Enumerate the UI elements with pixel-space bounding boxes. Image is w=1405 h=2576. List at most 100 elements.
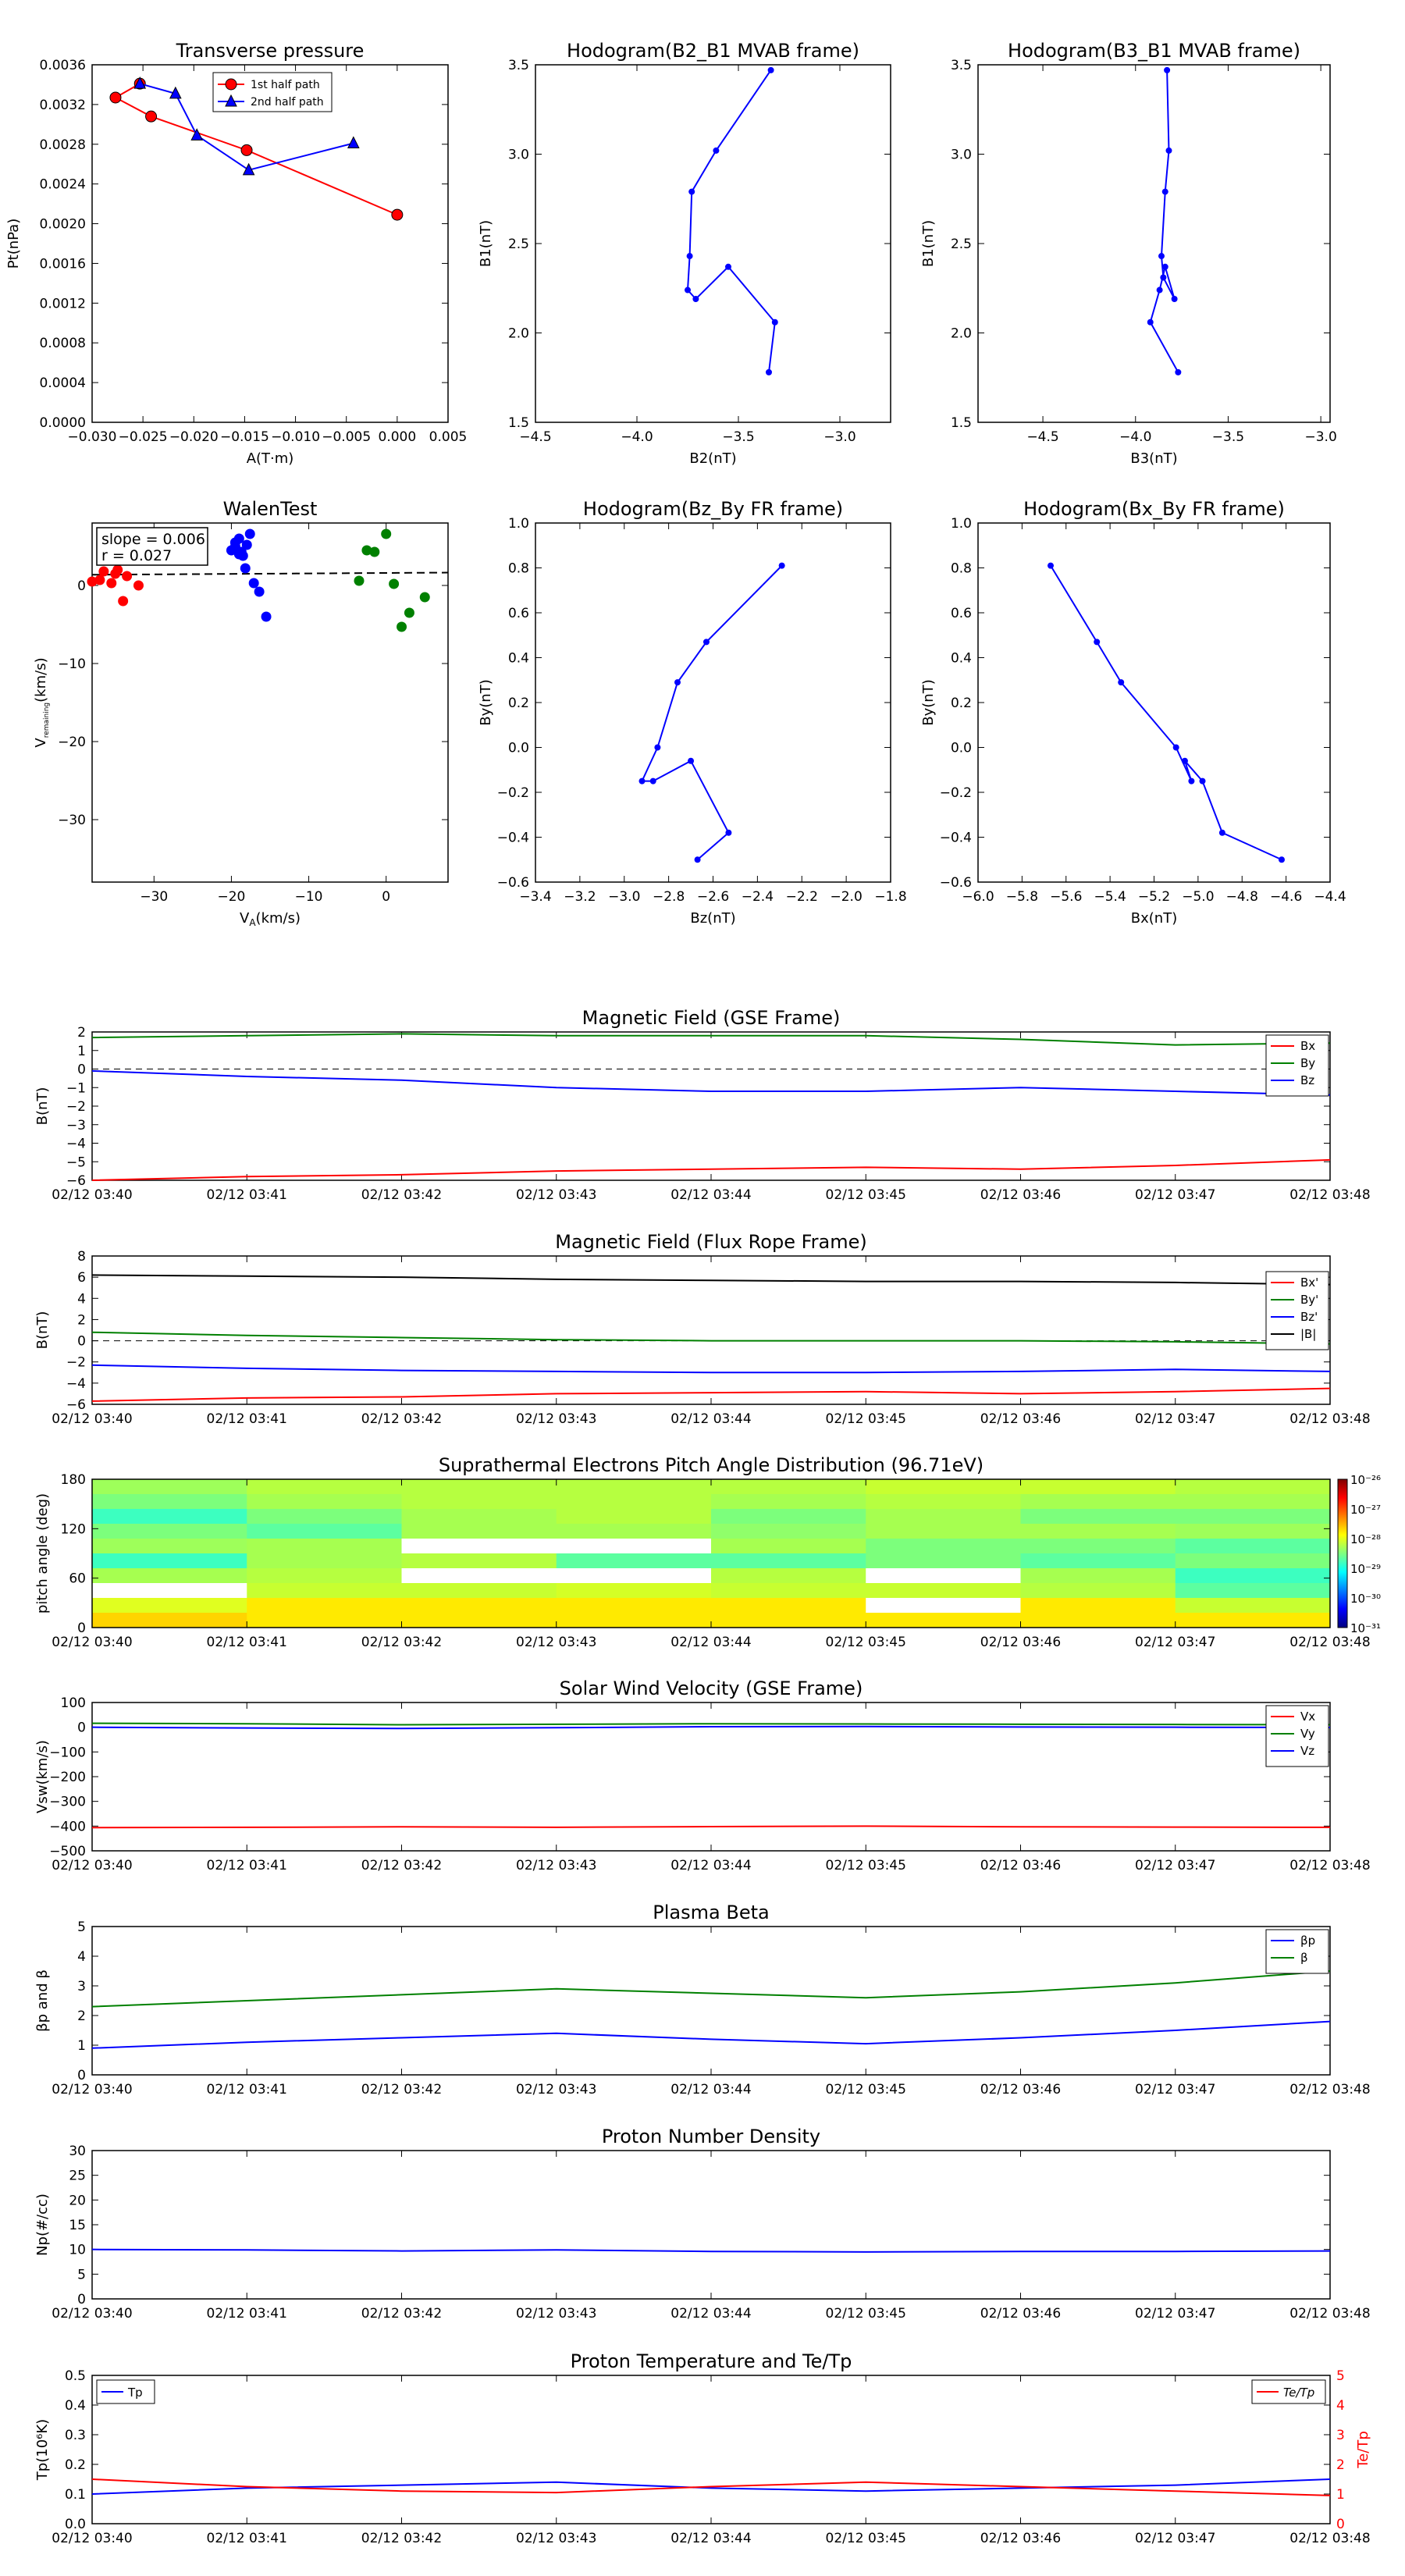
time-tick-label: 02/12 03:46 <box>980 1187 1061 1203</box>
y-axis-label: B(nT) <box>34 1311 51 1350</box>
y-tick-label: −400 <box>49 1819 86 1834</box>
y-tick-label: 15 <box>69 2218 86 2233</box>
time-tick-label: 02/12 03:45 <box>826 1187 906 1203</box>
data-point <box>694 856 701 863</box>
data-point <box>692 295 699 302</box>
heatmap-cell <box>1020 1539 1176 1554</box>
y-tick-label: 2.0 <box>951 326 972 342</box>
x-tick-label: −5.2 <box>1138 889 1170 905</box>
heatmap-cell <box>556 1583 712 1599</box>
data-point <box>1218 829 1225 836</box>
data-point <box>229 541 240 552</box>
y-tick-label: −0.4 <box>940 831 972 846</box>
y-tick-label: 5 <box>77 1920 86 1935</box>
y-tick-label: 0.0000 <box>40 415 86 431</box>
heatmap-cell <box>866 1583 1021 1599</box>
x-tick-label: −3.5 <box>722 429 754 445</box>
heatmap-cell <box>92 1613 247 1628</box>
y-tick-label: −0.2 <box>497 785 529 801</box>
heatmap-cell <box>247 1539 402 1554</box>
legend-label: Vz <box>1300 1744 1314 1758</box>
time-tick-label: 02/12 03:45 <box>826 1858 906 1873</box>
heatmap-cell <box>92 1598 247 1614</box>
x-tick-label: −3.0 <box>608 889 640 905</box>
y-tick-label: −10 <box>58 656 86 672</box>
heatmap-cell <box>247 1524 402 1539</box>
data-point <box>87 576 98 587</box>
y2-tick-label: 4 <box>1336 2398 1345 2414</box>
y-tick-label: 4 <box>77 1949 86 1965</box>
slope-annotation: slope = 0.006 <box>101 531 205 548</box>
legend-label: Bz <box>1300 1073 1314 1087</box>
time-tick-label: 02/12 03:45 <box>826 2082 906 2097</box>
colorbar-label: 10⁻²⁶ <box>1350 1473 1381 1487</box>
x-tick-label: −5.0 <box>1182 889 1214 905</box>
y-tick-label: 0.0028 <box>40 137 86 153</box>
time-tick-label: 02/12 03:47 <box>1135 2531 1215 2546</box>
x-axis-label: B2(nT) <box>689 450 736 467</box>
x-tick-label: −1.8 <box>874 889 906 905</box>
legend-label: Te/Tp <box>1283 2386 1314 2400</box>
heatmap-cell <box>711 1524 866 1539</box>
y-tick-label: 2.0 <box>508 326 529 342</box>
time-tick-label: 02/12 03:41 <box>207 2082 287 2097</box>
heatmap-cell <box>556 1613 712 1628</box>
legend-label: By' <box>1300 1293 1318 1307</box>
y-tick-label: 0.0 <box>951 741 972 756</box>
time-tick-label: 02/12 03:43 <box>516 1187 596 1203</box>
colorbar <box>1337 1478 1348 1628</box>
legend-label: βp <box>1300 1934 1315 1948</box>
time-tick-label: 02/12 03:45 <box>826 1411 906 1427</box>
y-tick-label: 0.0012 <box>40 296 86 311</box>
heatmap-cell <box>1175 1524 1331 1539</box>
heatmap-cell <box>247 1479 402 1495</box>
time-tick-label: 02/12 03:44 <box>670 2306 751 2322</box>
y-tick-label: −30 <box>58 813 86 828</box>
x-tick-label: −3.0 <box>823 429 855 445</box>
y-tick-label: 100 <box>61 1695 86 1711</box>
y-tick-label: 3.5 <box>508 58 529 73</box>
series-line <box>91 1069 1331 1096</box>
heatmap-cell <box>401 1509 557 1525</box>
y-tick-label: 2.5 <box>508 237 529 252</box>
data-point <box>1171 295 1178 302</box>
y-tick-label: 3.5 <box>951 58 972 73</box>
time-tick-label: 02/12 03:45 <box>826 2306 906 2322</box>
x-tick-label: −6.0 <box>962 889 994 905</box>
y2-tick-label: 3 <box>1336 2428 1345 2443</box>
y-tick-label: 0.4 <box>508 651 529 667</box>
data-point <box>1172 744 1179 751</box>
y-axis-label: Te/Tp <box>1355 2431 1371 2469</box>
heatmap-cell <box>247 1509 402 1525</box>
data-point <box>1094 639 1101 646</box>
time-tick-label: 02/12 03:43 <box>516 1411 596 1427</box>
data-point <box>397 621 407 632</box>
y-tick-label: 180 <box>61 1472 86 1488</box>
y-axis-label: βp and β <box>34 1969 51 2032</box>
axes-frame <box>535 64 891 423</box>
data-point <box>766 368 772 375</box>
time-tick-label: 02/12 03:42 <box>361 2531 442 2546</box>
legend-box <box>1265 1271 1329 1350</box>
y-tick-label: 0.0 <box>65 2517 86 2532</box>
data-point <box>1160 274 1167 281</box>
y-tick-label: −0.6 <box>940 875 972 891</box>
data-point <box>713 147 720 154</box>
heatmap-cell <box>1175 1539 1331 1554</box>
time-tick-label: 02/12 03:44 <box>670 1411 751 1427</box>
chart-mag_fr: Magnetic Field (Flux Rope Frame)−6−4−202… <box>34 1231 1371 1427</box>
heatmap-cell <box>1020 1553 1176 1569</box>
x-tick-label: −0.025 <box>119 429 168 445</box>
time-tick-label: 02/12 03:40 <box>52 1635 132 1650</box>
y-tick-label: −500 <box>49 1844 86 1859</box>
x-tick-label: −4.8 <box>1226 889 1258 905</box>
legend-box <box>1265 1034 1329 1097</box>
chart-title: WalenTest <box>223 498 318 520</box>
data-point <box>649 777 656 785</box>
heatmap-cell <box>401 1539 557 1554</box>
time-tick-label: 02/12 03:48 <box>1289 1858 1370 1873</box>
heatmap-cell <box>92 1494 247 1510</box>
x-tick-label: −10 <box>295 889 323 905</box>
time-tick-label: 02/12 03:47 <box>1135 2306 1215 2322</box>
x-tick-label: −2.6 <box>697 889 729 905</box>
